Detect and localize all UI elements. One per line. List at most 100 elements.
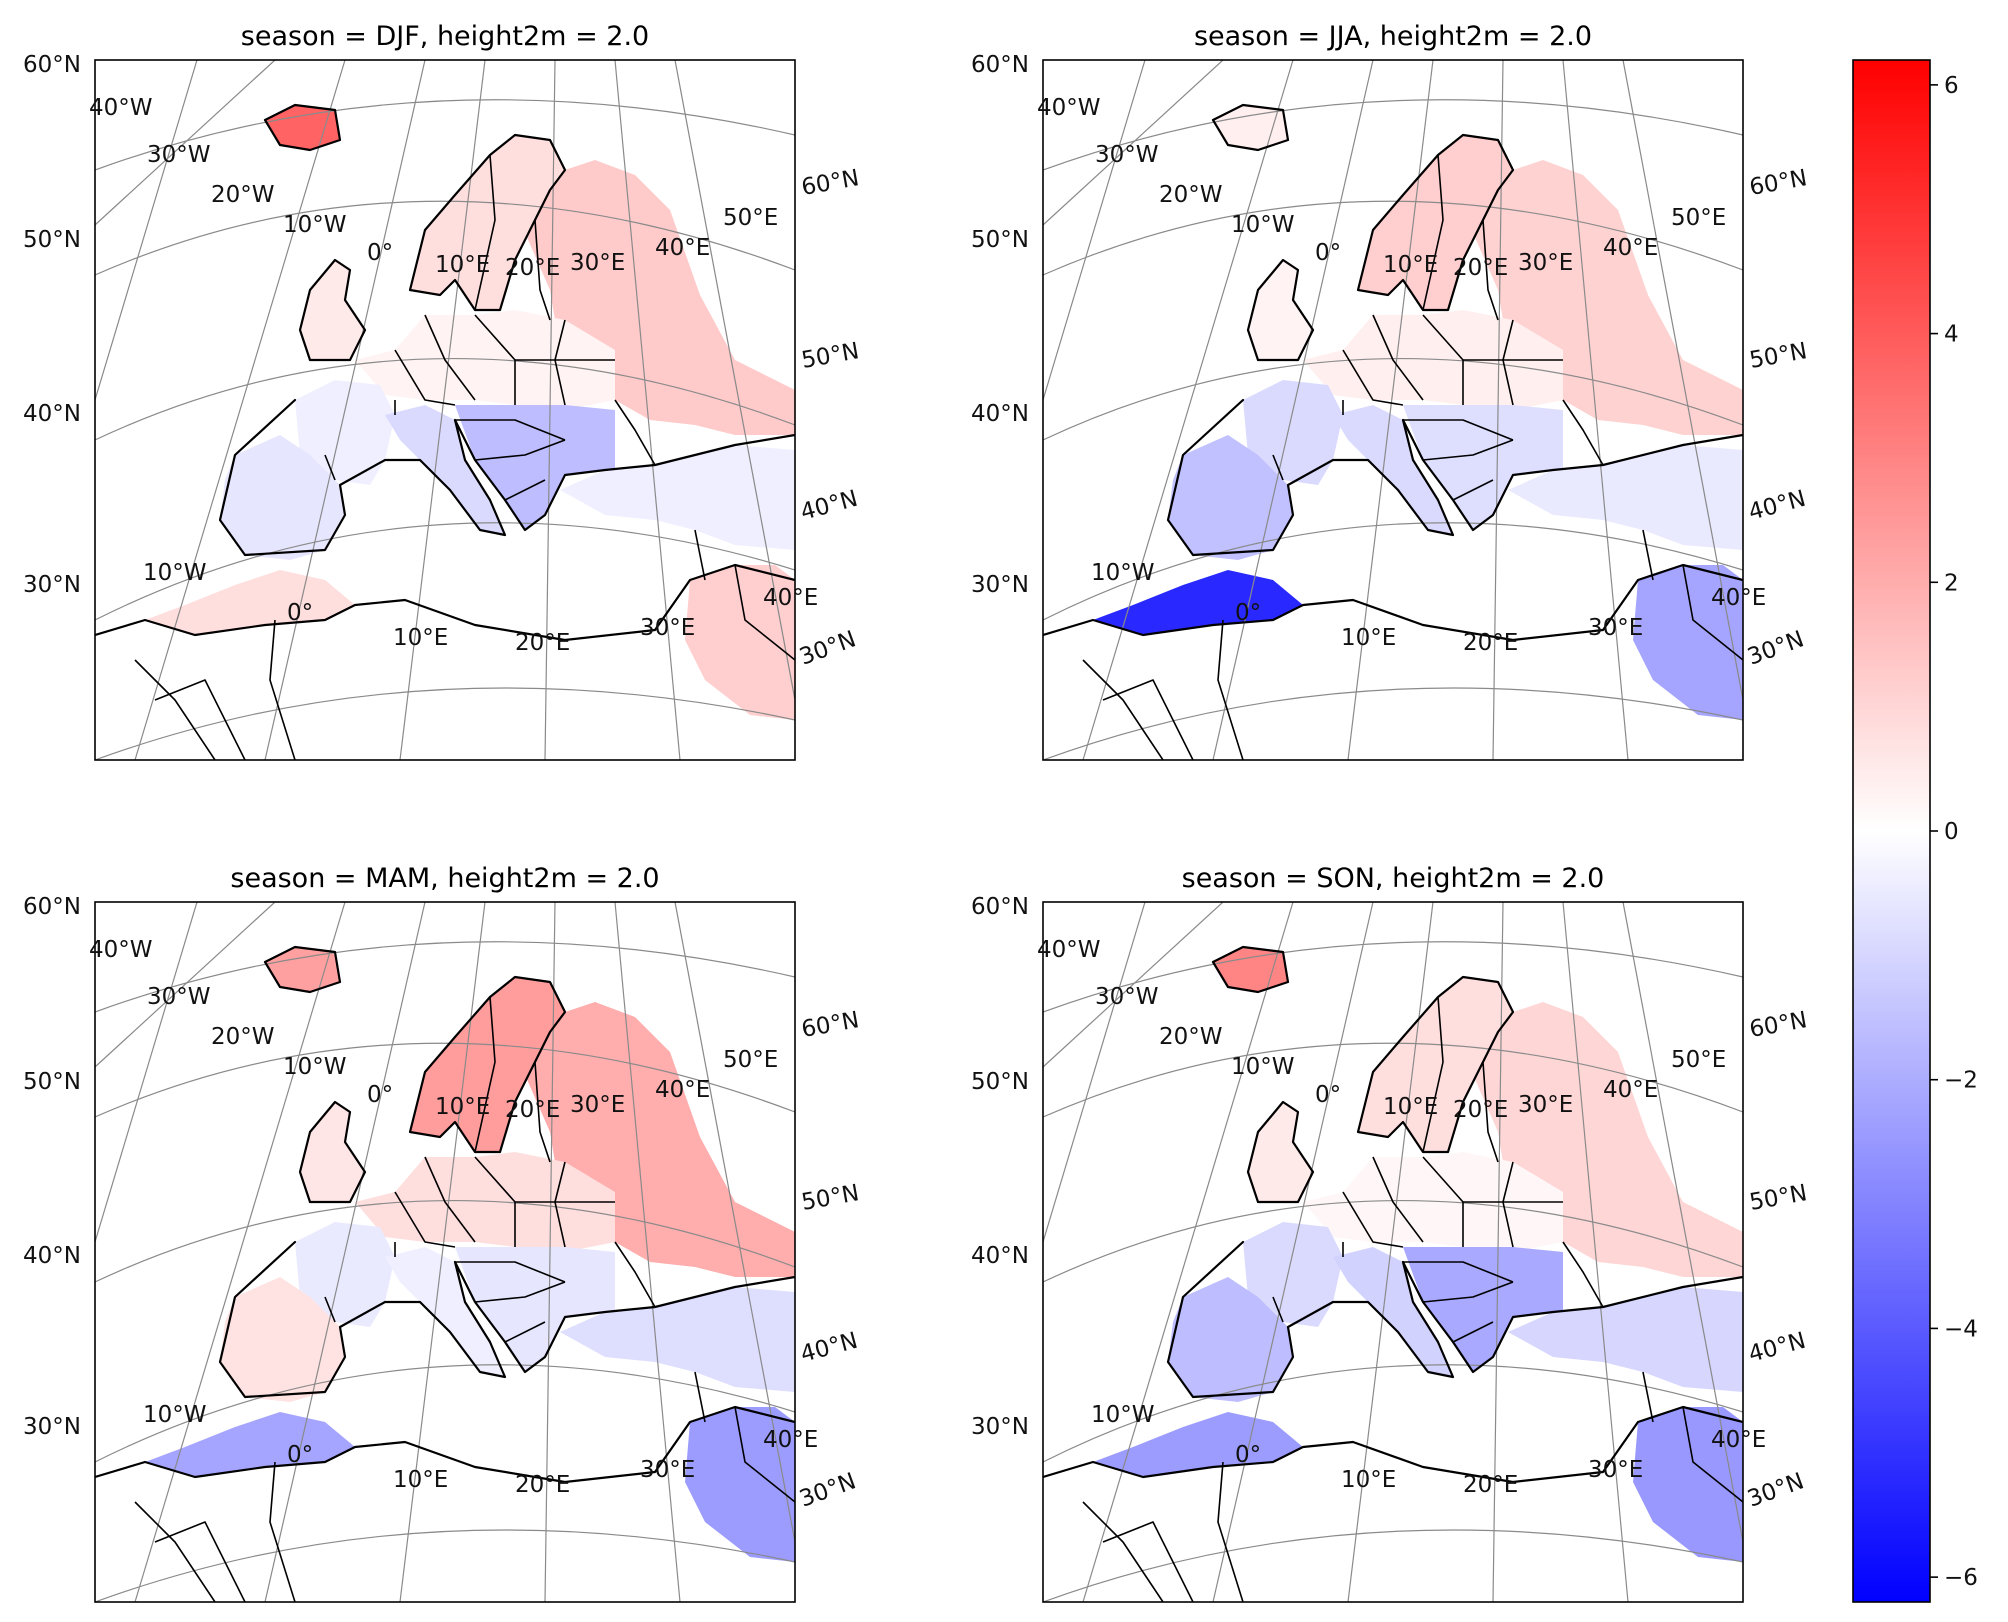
lon-label-top: 50°E [1671,1047,1726,1073]
lat-label-left: 60°N [971,52,1029,78]
region-middle-east [1633,1407,1743,1562]
region-scandinavia [1358,977,1513,1152]
lon-label-top: 10°E [1383,1094,1438,1120]
lon-label-top: 20°E [1453,255,1508,281]
lon-label-top: 40°E [655,235,710,261]
lon-label-top: 30°E [1518,1092,1573,1118]
region-france [295,1222,395,1327]
lon-label-top: 10°W [283,212,347,238]
lon-label-bottom: 30°E [640,615,695,641]
lat-label-right: 50°N [1748,338,1810,374]
lon-label-top: 20°W [1159,1024,1223,1050]
lon-label-top: 50°E [1671,205,1726,231]
lat-label-left: 40°N [23,1243,81,1269]
lon-label-top: 30°E [570,250,625,276]
lon-label-top: 10°W [1231,212,1295,238]
map-frame [94,901,796,1603]
lon-label-bottom: 10°E [393,1467,448,1493]
coastline [218,1240,795,1399]
lon-label-top: 50°E [723,205,778,231]
lon-label-bottom: 10°W [1091,1402,1155,1428]
lon-label-bottom: 20°E [515,630,570,656]
lon-label-top: 30°W [147,984,211,1010]
colorbar-tick-label: 2 [1944,570,1959,596]
lon-label-bottom: 10°E [1341,1467,1396,1493]
region-alps-italy [385,405,505,535]
lat-label-right: 50°N [1748,1180,1810,1216]
map-frame [1042,901,1744,1603]
colorbar-tick-label: −4 [1944,1316,1978,1342]
lon-label-bottom: 10°W [1091,560,1155,586]
lat-label-left: 50°N [971,227,1029,253]
region-france [1243,1222,1343,1327]
region-middle-east [685,1407,795,1562]
region-balkans [455,1247,615,1372]
region-north-africa [145,570,355,635]
lat-label-right: 50°N [800,338,862,374]
lon-label-top: 20°W [1159,182,1223,208]
lat-label-right: 40°N [798,1328,861,1368]
region-north-africa [1093,1412,1303,1477]
lon-label-bottom: 0° [287,1442,313,1468]
lat-label-right: 60°N [800,1007,862,1043]
region-iberia [1168,1277,1293,1402]
lat-label-left: 60°N [23,52,81,78]
lon-label-top: 10°E [435,252,490,278]
lon-label-top: 40°W [1037,95,1101,121]
lat-label-right: 30°N [796,1468,859,1512]
region-north-africa [1093,570,1303,635]
lon-label-bottom: 30°E [640,1457,695,1483]
lat-label-left: 40°N [23,401,81,427]
lon-label-bottom: 20°E [1463,1472,1518,1498]
lat-label-left: 30°N [971,572,1029,598]
lon-label-bottom: 10°E [393,625,448,651]
lon-label-bottom: 20°E [515,1472,570,1498]
panel-son: season = SON, height2m = 2.0 60°N 50°N 40°… [971,863,1810,1603]
lon-label-bottom: 40°E [763,1427,818,1453]
region-balkans [1403,405,1563,530]
lat-label-right: 40°N [1746,486,1809,526]
lon-label-top: 20°E [1453,1097,1508,1123]
region-uk [300,1102,365,1202]
lon-label-top: 10°E [1383,252,1438,278]
lat-label-right: 60°N [1748,165,1810,201]
lat-label-right: 30°N [1744,1468,1807,1512]
lon-label-top: 20°W [211,182,275,208]
lat-label-left: 50°N [971,1069,1029,1095]
colorbar-tick-label: 0 [1944,819,1959,845]
region-uk [300,260,365,360]
lon-label-top: 10°W [1231,1054,1295,1080]
region-alps-italy [385,1247,505,1377]
region-iberia [220,435,345,560]
panel-title: season = MAM, height2m = 2.0 [230,863,659,894]
region-turkey [560,1287,795,1392]
region-france [1243,380,1343,485]
lon-label-top: 40°W [89,95,153,121]
lat-label-right: 60°N [1748,1007,1810,1043]
lon-label-top: 40°E [1603,235,1658,261]
panel-title: season = SON, height2m = 2.0 [1182,863,1605,894]
panel-mam: season = MAM, height2m = 2.0 60°N 50°N 40°… [23,863,862,1603]
coastline [1166,1240,1743,1399]
region-iberia [220,1277,345,1402]
coastline [218,398,795,557]
coastline [1166,398,1743,557]
colorbar-tick-label: −6 [1944,1565,1978,1591]
lon-label-bottom: 40°E [1711,1427,1766,1453]
lon-label-top: 50°E [723,1047,778,1073]
lon-label-top: 30°W [147,142,211,168]
colorbar-tick-label: 6 [1944,73,1959,99]
lon-label-top: 0° [367,240,393,266]
map-frame [1042,59,1744,761]
lat-label-left: 60°N [971,894,1029,920]
lat-label-right: 40°N [1746,1328,1809,1368]
panel-djf: season = DJF, height2m = 2.0 60°N 50°N 40°… [23,21,862,761]
lon-label-top: 40°E [655,1077,710,1103]
lon-label-top: 30°W [1095,984,1159,1010]
lat-label-right: 50°N [800,1180,862,1216]
lon-label-top: 0° [1315,240,1341,266]
region-uk [1248,260,1313,360]
region-turkey [560,445,795,550]
lon-label-top: 30°W [1095,142,1159,168]
